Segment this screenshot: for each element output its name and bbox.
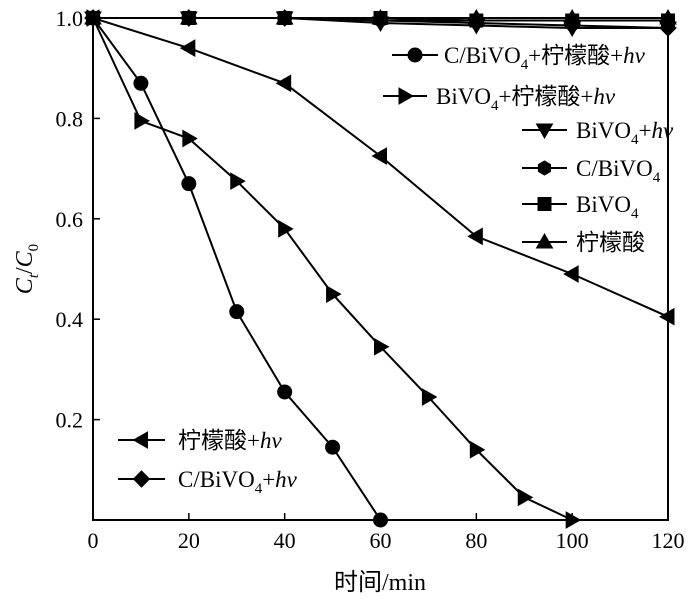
data-point: [469, 440, 486, 459]
x-axis-title: 时间/min: [334, 569, 426, 596]
series-triangle-right: [86, 9, 582, 529]
data-point: [371, 147, 387, 165]
data-point: [179, 11, 198, 28]
data-point: [563, 265, 579, 283]
data-point: [278, 219, 294, 238]
legend-label: C/BiVO4: [576, 156, 661, 186]
data-point: [275, 74, 292, 93]
legend-label: BiVO4+柠檬酸+hv: [436, 84, 616, 114]
legend-label: BiVO4+hv: [576, 118, 674, 148]
y-tick-label: 0.6: [56, 207, 84, 232]
y-title-c: C: [12, 277, 38, 294]
y-axis-title: Ct/C0: [12, 244, 42, 294]
data-point: [658, 307, 675, 326]
data-point: [467, 227, 483, 246]
legend-marker: [407, 47, 423, 63]
legend-marker: [398, 87, 415, 105]
legend-entry: BiVO4+hv: [522, 118, 674, 148]
legend-marker: [537, 160, 552, 176]
legend: C/BiVO4+柠檬酸+hv BiVO4+柠檬酸+hv BiVO4+hv C/BiVO…: [118, 43, 674, 497]
legend-marker: [537, 197, 552, 211]
x-tick-label: 80: [465, 528, 487, 553]
data-point: [275, 11, 294, 28]
y-title-slash: /: [12, 267, 38, 274]
data-point: [565, 511, 582, 529]
legend-label: C/BiVO4+柠檬酸+hv: [444, 43, 646, 73]
x-tick-label: 0: [88, 528, 99, 553]
legend-label: BiVO4: [576, 192, 639, 222]
legend-label: C/BiVO4+hv: [178, 467, 298, 497]
data-point: [277, 384, 293, 400]
data-point: [374, 337, 390, 356]
legend-entry: 柠檬酸: [522, 230, 645, 255]
y-tick-label: 1.0: [56, 6, 84, 31]
y-title-zero: 0: [26, 244, 42, 252]
y-tick-label: 0.4: [56, 307, 84, 332]
legend-entry: C/BiVO4+hv: [118, 467, 298, 497]
legend-entry: BiVO4+柠檬酸+hv: [383, 84, 616, 114]
data-point: [421, 388, 438, 406]
y-title-t: t: [26, 273, 42, 278]
legend-entry: BiVO4: [522, 192, 639, 222]
data-point: [85, 10, 101, 26]
data-point: [326, 285, 342, 303]
legend-marker: [132, 470, 151, 488]
data-point: [134, 112, 150, 130]
data-point: [229, 304, 245, 320]
data-point: [182, 129, 198, 148]
data-point: [517, 488, 534, 507]
ticks: 0 20 40 60 80 100 120 0.2 0.4 0.6 0.8 1.0: [56, 6, 685, 553]
data-point: [230, 172, 246, 191]
legend-label: 柠檬酸+hv: [178, 428, 282, 453]
legend-entry: C/BiVO4+柠檬酸+hv: [392, 43, 646, 73]
data-point: [325, 439, 341, 455]
legend-entry: C/BiVO4: [522, 156, 661, 186]
x-tick-label: 20: [178, 528, 200, 553]
y-tick-label: 0.2: [56, 408, 84, 433]
legend-marker: [132, 431, 148, 449]
data-point: [659, 21, 677, 38]
data-point: [373, 512, 388, 528]
series-circle: [85, 10, 388, 528]
legend-entry: 柠檬酸+hv: [118, 428, 282, 453]
legend-label: 柠檬酸: [576, 230, 645, 255]
legend-marker: [535, 232, 554, 249]
data-point: [371, 16, 390, 33]
data-point: [563, 21, 582, 38]
y-tick-label: 0.8: [56, 106, 84, 131]
data-point: [179, 39, 196, 57]
y-title-c0: C: [12, 250, 38, 267]
x-tick-label: 100: [556, 528, 589, 553]
x-tick-label: 120: [652, 528, 685, 553]
data-point: [133, 75, 149, 91]
series-layer: [83, 8, 677, 529]
x-tick-label: 60: [370, 528, 392, 553]
data-point: [181, 176, 197, 192]
x-tick-label: 40: [274, 528, 296, 553]
data-point: [467, 19, 486, 35]
legend-marker: [535, 123, 554, 140]
